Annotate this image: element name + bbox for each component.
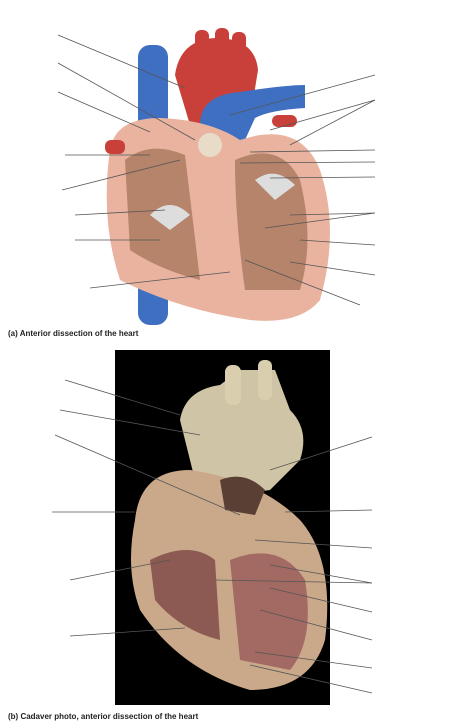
leader-line <box>264 212 376 229</box>
leader-line <box>269 176 376 179</box>
leader-line <box>254 539 373 549</box>
leader-line <box>249 149 376 153</box>
leader-line <box>269 99 376 131</box>
leader-line <box>214 579 373 584</box>
vessel <box>258 360 272 400</box>
great-vessels <box>180 370 304 500</box>
vessel <box>272 115 297 127</box>
leader-line <box>239 161 376 164</box>
leader-line <box>269 587 373 613</box>
caption: (a) Anterior dissection of the heart <box>8 329 139 338</box>
aorta-branch <box>215 28 229 53</box>
leader-line <box>74 209 166 216</box>
leader-lines-a <box>57 34 376 306</box>
valve <box>150 205 190 230</box>
valve <box>198 133 222 157</box>
leader-line <box>259 609 373 641</box>
leader-line <box>89 271 231 289</box>
leader-line <box>284 509 373 513</box>
right-ventricle <box>150 550 220 640</box>
leader-line <box>299 239 376 246</box>
leader-line <box>69 627 186 637</box>
leader-line <box>244 259 361 306</box>
heart-illustration <box>105 28 331 325</box>
vessel <box>225 365 241 405</box>
leader-line <box>57 62 196 141</box>
opening <box>220 476 265 515</box>
leader-line <box>59 409 201 436</box>
pulmonary-trunk <box>200 85 305 140</box>
leader-line <box>61 159 181 191</box>
leader-line <box>269 564 373 584</box>
leader-line <box>254 651 373 669</box>
leader-line <box>57 91 151 133</box>
left-ventricle <box>230 553 308 670</box>
leader-line <box>64 379 181 416</box>
leader-line <box>289 261 376 276</box>
leader-line <box>289 212 376 216</box>
cadaver-heart <box>131 360 328 690</box>
leader-lines-b <box>52 379 373 694</box>
aorta-branch <box>232 32 246 57</box>
caption: (b) Cadaver photo, anterior dissection o… <box>8 712 199 721</box>
leader-line <box>249 664 373 694</box>
valve <box>255 173 295 200</box>
leader-line <box>69 559 171 581</box>
leader-line <box>269 436 373 471</box>
leader-line <box>57 34 186 89</box>
leader-line <box>229 74 376 116</box>
leader-line <box>54 434 241 516</box>
aorta-branch <box>195 30 209 55</box>
leader-line <box>289 99 376 146</box>
vessel <box>105 140 125 154</box>
